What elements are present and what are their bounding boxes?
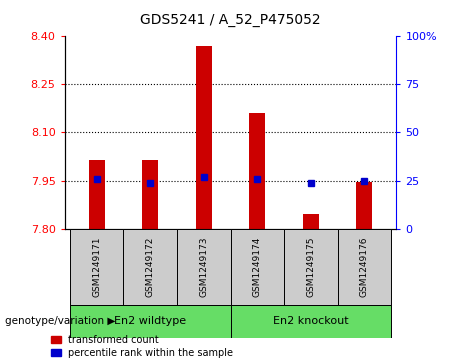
Bar [356, 182, 372, 229]
Text: GSM1249171: GSM1249171 [92, 237, 101, 297]
Bar [284, 229, 337, 305]
Bar [177, 229, 230, 305]
Text: GSM1249174: GSM1249174 [253, 237, 262, 297]
Legend: transformed count, percentile rank within the sample: transformed count, percentile rank withi… [51, 335, 233, 358]
Bar [124, 229, 177, 305]
Text: GSM1249173: GSM1249173 [199, 237, 208, 297]
Bar [337, 229, 391, 305]
Text: GSM1249172: GSM1249172 [146, 237, 155, 297]
Bar [230, 229, 284, 305]
Text: GSM1249176: GSM1249176 [360, 237, 369, 297]
Bar [249, 113, 265, 229]
Text: genotype/variation ▶: genotype/variation ▶ [5, 316, 115, 326]
Bar [196, 46, 212, 229]
Bar [70, 305, 230, 338]
Text: En2 knockout: En2 knockout [273, 316, 349, 326]
Bar [303, 214, 319, 229]
Bar [89, 160, 105, 229]
Text: En2 wildtype: En2 wildtype [114, 316, 186, 326]
Text: GSM1249175: GSM1249175 [306, 237, 315, 297]
Text: GDS5241 / A_52_P475052: GDS5241 / A_52_P475052 [140, 13, 321, 27]
Bar [142, 160, 158, 229]
Bar [70, 229, 124, 305]
Bar [230, 305, 391, 338]
